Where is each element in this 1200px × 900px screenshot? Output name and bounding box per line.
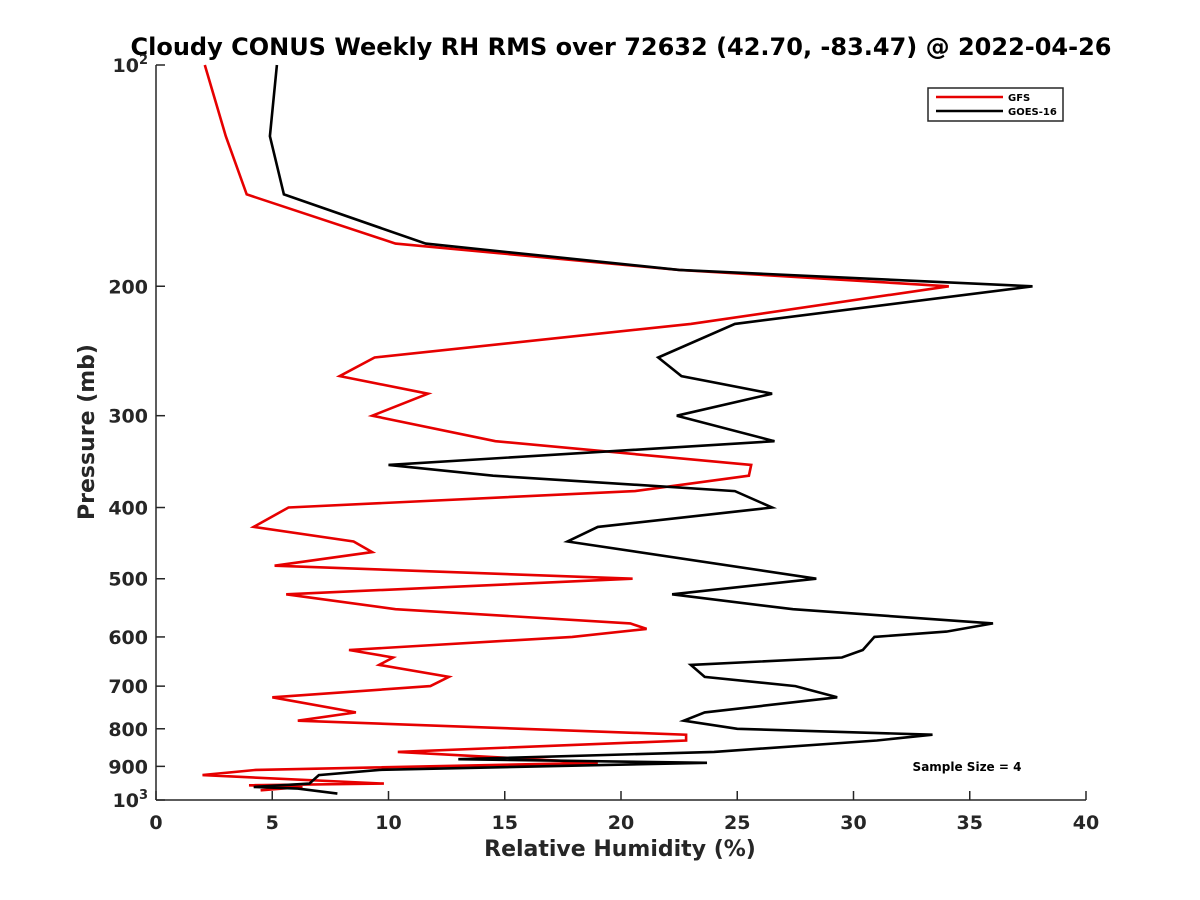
y-tick-label: 400 bbox=[108, 498, 148, 520]
legend-box bbox=[927, 87, 1064, 122]
series-line-goes-16 bbox=[253, 64, 1033, 795]
x-tick-label: 30 bbox=[840, 812, 866, 834]
y-axis-label: Pressure (mb) bbox=[75, 344, 100, 520]
x-tick-label: 0 bbox=[149, 812, 162, 834]
series-layer bbox=[202, 64, 1033, 795]
y-tick-label: 900 bbox=[108, 756, 148, 778]
x-tick-label: 35 bbox=[957, 812, 983, 834]
y-tick-label: 800 bbox=[108, 719, 148, 741]
y-tick-label: 600 bbox=[108, 627, 148, 649]
x-tick-label: 25 bbox=[724, 812, 750, 834]
y-tick-label: 200 bbox=[108, 276, 148, 298]
y-tick-label: 102 bbox=[113, 53, 149, 77]
x-tick-label: 40 bbox=[1073, 812, 1099, 834]
y-tick-label: 700 bbox=[108, 676, 148, 698]
x-tick-label: 20 bbox=[608, 812, 634, 834]
y-axis: 102 200 300 400 500 600 700 800 900 103 bbox=[108, 53, 165, 812]
series-line-gfs bbox=[202, 64, 949, 792]
x-axis-label: Relative Humidity (%) bbox=[484, 837, 756, 862]
sample-size-annotation: Sample Size = 4 bbox=[913, 760, 1022, 774]
x-tick-label: 15 bbox=[492, 812, 518, 834]
x-tick-label: 10 bbox=[375, 812, 401, 834]
legend: GFS GOES-16 bbox=[927, 87, 1064, 122]
y-tick-label: 300 bbox=[108, 406, 148, 428]
x-tick-label: 5 bbox=[266, 812, 279, 834]
x-axis: 0 5 10 15 20 25 30 35 40 bbox=[149, 791, 1099, 834]
y-tick-label: 103 bbox=[113, 788, 149, 812]
y-tick-label: 500 bbox=[108, 569, 148, 591]
legend-entry: GFS bbox=[1008, 93, 1030, 104]
legend-entry: GOES-16 bbox=[1008, 107, 1057, 118]
chart-title: Cloudy CONUS Weekly RH RMS over 72632 (4… bbox=[131, 33, 1112, 61]
